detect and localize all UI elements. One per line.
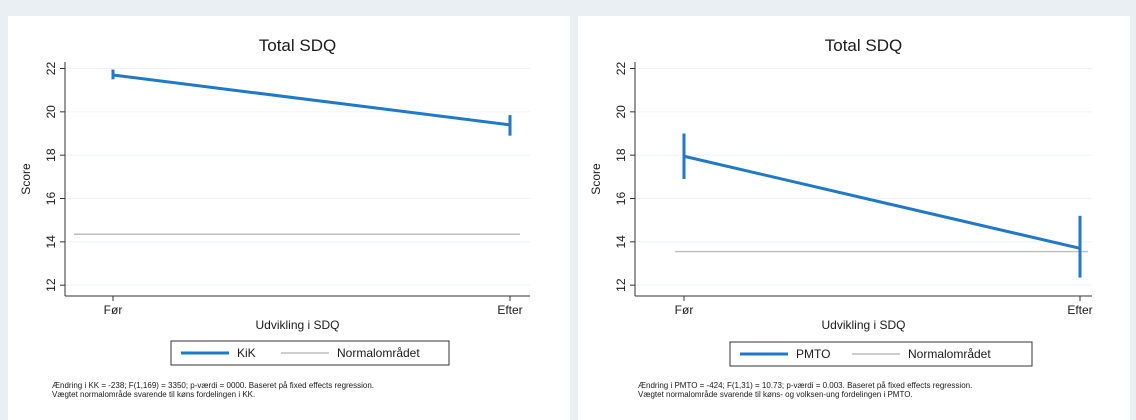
legend-label: KiK [237, 346, 256, 360]
y-tick-label: 20 [44, 105, 58, 119]
y-tick-label: 18 [614, 148, 628, 162]
chart-svg: Total SDQ 12 14 16 18 20 22 Før Efter Udvikling i… [589, 36, 1093, 399]
y-axis-label: Score [589, 163, 603, 195]
y-tick-label: 22 [614, 62, 628, 76]
y-tick-label: 14 [44, 235, 58, 249]
y-tick-label: 16 [44, 192, 58, 206]
footnote: Vægtet normalområde svarende til køns fo… [52, 390, 255, 399]
x-axis-label: Udvikling i SDQ [821, 318, 905, 332]
chart-title: Total SDQ [259, 36, 336, 55]
y-tick-label: 20 [614, 105, 628, 119]
footnote: Vægtet normalområde svarende til køns- o… [638, 390, 913, 399]
y-tick-label: 12 [44, 278, 58, 292]
chart-panel-kik: Total SDQ 12 14 16 18 20 22 Før Efter Udvikling i… [8, 16, 570, 420]
x-axis-label: Udvikling i SDQ [255, 318, 339, 332]
x-tick-label: Efter [497, 303, 522, 317]
x-tick-label: Før [675, 303, 694, 317]
y-axis-label: Score [19, 163, 33, 195]
y-tick-label: 12 [614, 278, 628, 292]
series-line-pmto [683, 154, 1081, 250]
x-tick-label: Før [104, 303, 123, 317]
chart-svg: Total SDQ 12 14 16 18 20 22 Før Efter Udvikling i… [19, 36, 530, 399]
y-tick-label: 14 [614, 235, 628, 249]
y-tick-label: 22 [44, 62, 58, 76]
series-line-kik [112, 73, 511, 127]
y-tick-label: 18 [44, 148, 58, 162]
footnote: Ændring i PMTO = -424; F(1,31) = 10.73; … [638, 381, 972, 390]
legend-label: Normalområdet [908, 347, 991, 361]
chart-panel-pmto: Total SDQ 12 14 16 18 20 22 Før Efter Udvikling i… [578, 16, 1130, 420]
footnote: Ændring i KK = -238; F(1,169) = 3350; p-… [52, 381, 374, 390]
x-tick-label: Efter [1067, 303, 1092, 317]
legend-label: PMTO [796, 347, 830, 361]
legend-label: Normalområdet [337, 346, 420, 360]
y-tick-label: 16 [614, 192, 628, 206]
chart-title: Total SDQ [825, 36, 902, 55]
